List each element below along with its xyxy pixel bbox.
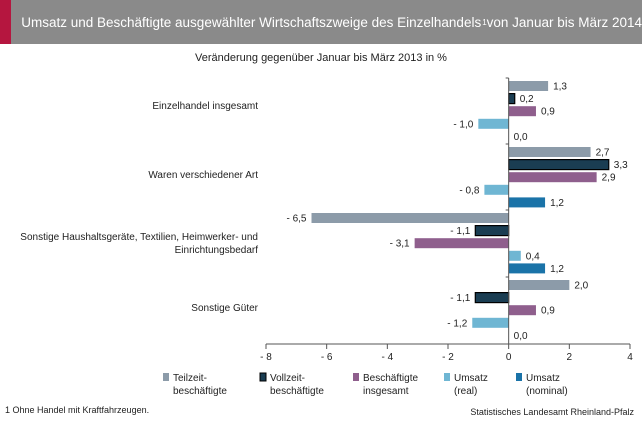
category-label: Einrichtungsbedarf — [175, 245, 259, 256]
bar — [474, 225, 510, 237]
data-label: 1,2 — [550, 264, 564, 275]
bar — [508, 106, 536, 117]
category-label: Sonstige Haushaltsgeräte, Textilien, Hei… — [20, 232, 258, 243]
data-label: - 1,1 — [450, 226, 470, 237]
data-label: - 1,2 — [447, 318, 467, 329]
legend-swatch — [163, 373, 169, 381]
bar — [508, 92, 516, 105]
legend-label: Teilzeit- — [173, 373, 207, 384]
bar — [508, 305, 536, 316]
data-label: 0,9 — [541, 107, 555, 118]
legend-swatch — [259, 372, 267, 382]
legend-label: beschäftigte — [270, 386, 324, 397]
data-label: - 0,8 — [459, 185, 479, 196]
bar — [508, 250, 521, 261]
x-tick-label: - 8 — [260, 352, 272, 363]
title-text: Umsatz und Beschäftigte ausgewählter Wir… — [21, 14, 482, 30]
legend-label: Beschäftigte — [363, 373, 418, 384]
data-label: 2,7 — [596, 148, 610, 159]
data-label: - 1,0 — [453, 119, 473, 130]
title-footnote-marker: 1 — [482, 17, 487, 27]
data-label: 0,2 — [520, 94, 534, 105]
bar — [508, 81, 549, 91]
data-label: 3,3 — [614, 160, 628, 171]
x-tick-label: - 6 — [321, 352, 333, 363]
bar — [414, 238, 509, 249]
bar — [508, 263, 546, 274]
bar — [508, 172, 597, 183]
chart-subtitle: Veränderung gegenüber Januar bis März 20… — [195, 52, 447, 64]
data-label: 0,4 — [526, 251, 540, 262]
x-tick-label: - 4 — [381, 352, 393, 363]
legend-label: insgesamt — [363, 386, 409, 397]
title-suffix: von Januar bis März 2014 — [486, 14, 642, 30]
bar — [472, 317, 509, 328]
data-label: - 1,1 — [450, 293, 470, 304]
data-label: 0,9 — [541, 306, 555, 317]
category-label: Sonstige Güter — [191, 303, 258, 314]
x-tick-label: 2 — [567, 352, 573, 363]
footnote: 1 Ohne Handel mit Kraftfahrzeugen. — [5, 405, 150, 415]
bar — [508, 147, 591, 157]
data-label: 0,0 — [514, 331, 528, 342]
chart-title: Umsatz und Beschäftigte ausgewählter Wir… — [11, 0, 642, 44]
bar — [508, 197, 546, 208]
legend-label: Vollzeit- — [270, 373, 305, 384]
bar — [484, 184, 509, 195]
legend-swatch — [516, 373, 522, 381]
data-label: 1,2 — [550, 198, 564, 209]
data-label: - 3,1 — [390, 239, 410, 250]
x-tick-label: - 2 — [442, 352, 454, 363]
data-label: 2,0 — [574, 281, 588, 292]
legend-label: (nominal) — [526, 386, 568, 397]
legend-label: Umsatz — [526, 373, 560, 384]
x-tick-label: 0 — [506, 352, 512, 363]
source-note: Statistisches Landesamt Rheinland-Pfalz — [470, 407, 634, 417]
data-label: 2,9 — [602, 173, 616, 184]
header-accent — [0, 0, 12, 44]
x-tick-label: 4 — [627, 352, 633, 363]
bar — [311, 213, 509, 223]
legend-swatch — [444, 373, 450, 381]
bar — [508, 159, 610, 171]
legend-swatch — [353, 373, 359, 381]
data-label: - 6,5 — [286, 214, 306, 225]
legend-label: (real) — [454, 386, 477, 397]
category-label: Einzelhandel insgesamt — [152, 101, 258, 112]
header: Umsatz und Beschäftigte ausgewählter Wir… — [0, 0, 642, 44]
legend-label: Umsatz — [454, 373, 488, 384]
legend-label: beschäftigte — [173, 386, 227, 397]
data-label: 1,3 — [553, 82, 567, 93]
bar — [474, 292, 510, 304]
bar — [508, 280, 570, 290]
data-label: 0,0 — [514, 132, 528, 143]
bar — [478, 118, 509, 129]
category-label: Waren verschiedener Art — [148, 170, 258, 181]
